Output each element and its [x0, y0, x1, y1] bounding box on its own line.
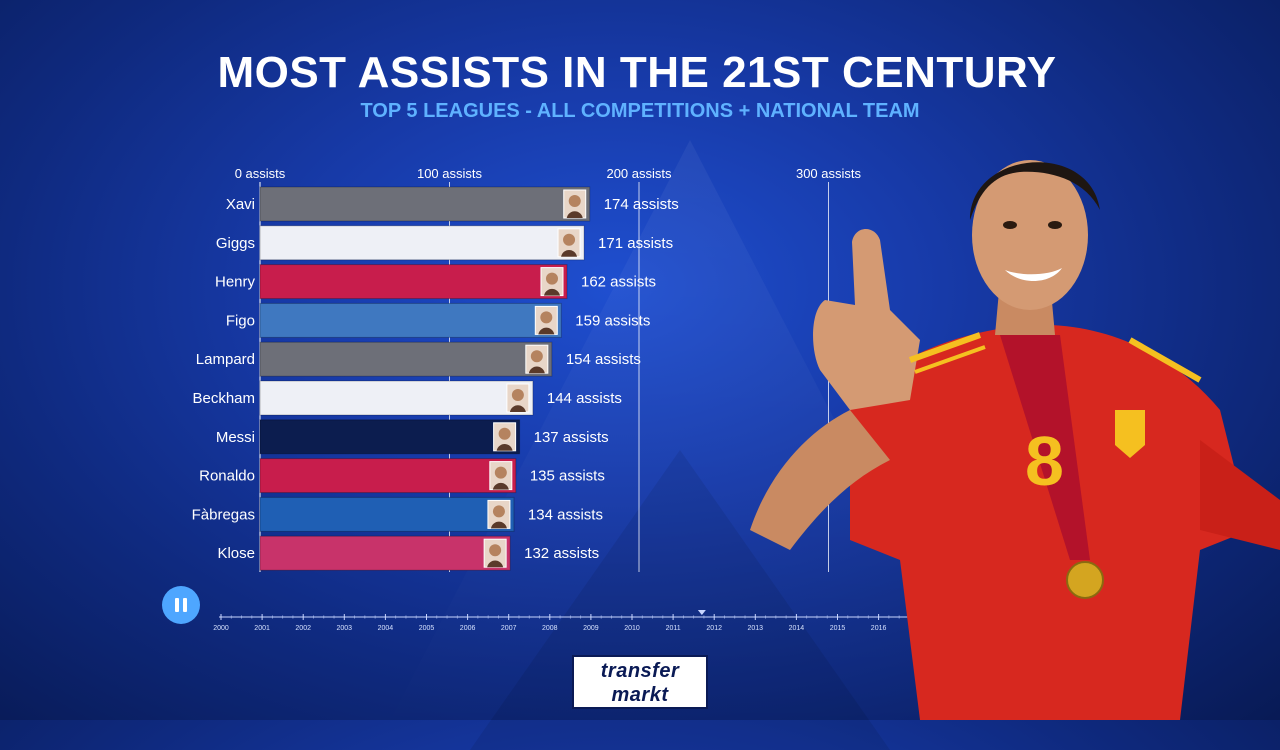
logo-line-2: markt [611, 684, 669, 706]
bar-row: Beckham 144 assists [192, 380, 622, 416]
timeline-year-label: 2015 [830, 625, 846, 632]
timeline-year-label: 2012 [706, 625, 722, 632]
bar-row: Fàbregas 134 assists [192, 496, 603, 532]
bar-name-label: Henry [215, 274, 256, 291]
bar-chart: 0 assists 100 assists 200 assists 300 assis… [192, 166, 931, 632]
timeline-year-label: 2005 [419, 625, 435, 632]
bar-name-label: Ronaldo [199, 468, 255, 485]
timeline-year-label: 2000 [213, 625, 229, 632]
timeline-year-label: 2014 [789, 625, 805, 632]
bar-name-label: Fàbregas [192, 506, 255, 523]
bar-value-label: 134 assists [528, 506, 603, 523]
bar-value-label: 132 assists [524, 545, 599, 562]
avatar-body-icon [566, 211, 583, 218]
avatar-body-icon [490, 521, 507, 529]
bar [259, 496, 515, 532]
bar-row: Xavi 174 assists [226, 186, 679, 222]
axis-tick-label: 300 assists [796, 166, 862, 181]
transfermarkt-logo[interactable]: transfer markt [572, 655, 708, 709]
bar-value-label: 137 assists [534, 429, 609, 446]
avatar-face-icon [568, 195, 581, 207]
timeline-year-label: 2006 [460, 625, 476, 632]
avatar-body-icon [528, 366, 545, 374]
avatar-body-icon [492, 482, 509, 490]
timeline-year-label: 2010 [624, 625, 640, 632]
avatar-body-icon [561, 250, 578, 257]
bar [259, 419, 521, 455]
bar-name-label: Beckham [192, 390, 255, 407]
avatar-face-icon [498, 427, 511, 440]
timeline-year-label: 2016 [871, 625, 887, 632]
chart-title: MOST ASSISTS IN THE 21ST CENTURY [217, 48, 1057, 97]
avatar-body-icon [538, 327, 555, 335]
timeline-year-label: 2001 [254, 625, 270, 632]
bar [259, 380, 534, 416]
bar-value-label: 162 assists [581, 274, 656, 291]
axis-tick-label: 100 assists [417, 166, 483, 181]
bar-value-label: 159 assists [575, 312, 650, 329]
avatar-face-icon [563, 233, 576, 246]
timeline-year-label: 2009 [583, 625, 599, 632]
timeline-year-label: 2002 [295, 625, 311, 632]
bar-name-label: Giggs [216, 235, 255, 252]
bar-name-label: Lampard [196, 351, 255, 368]
bar-row: Henry 162 assists [215, 264, 656, 300]
avatar-body-icon [496, 444, 513, 451]
bar-name-label: Klose [217, 545, 255, 562]
avatar-body-icon [487, 560, 504, 568]
bar [259, 302, 562, 338]
bar-value-label: 171 assists [598, 235, 673, 252]
bar-name-label: Figo [226, 312, 255, 329]
bar [259, 225, 585, 261]
timeline-year-label: 2013 [748, 625, 764, 632]
timeline: 2000 2001 2002 2003 2004 2005 2006 2007 2008 2009… [213, 610, 931, 632]
bar-row: Giggs 171 assists [216, 225, 673, 261]
timeline-year-label: 2007 [501, 625, 517, 632]
axis-tick-label: 200 assists [606, 166, 672, 181]
avatar-face-icon [545, 272, 558, 285]
bar [259, 186, 591, 222]
axis-labels: 0 assists 100 assists 200 assists 300 assis… [235, 166, 862, 181]
pause-icon-bar-left [175, 598, 179, 612]
timeline-year-label: 2003 [337, 625, 353, 632]
timeline-marker-icon[interactable] [697, 610, 706, 615]
bar [259, 535, 511, 571]
pause-button[interactable] [162, 586, 200, 624]
bar [259, 264, 568, 300]
bar-row: Klose 132 assists [217, 535, 599, 571]
bars: Xavi 174 assists Giggs 171 assists Henry 162 … [192, 186, 679, 571]
bar-value-label: 154 assists [566, 351, 641, 368]
bar-name-label: Messi [216, 429, 255, 446]
avatar-face-icon [540, 311, 553, 324]
bar [259, 458, 517, 494]
avatar-face-icon [489, 544, 502, 557]
chart-subtitle: TOP 5 LEAGUES - ALL COMPETITIONS + NATIO… [360, 100, 920, 122]
bar [259, 341, 553, 377]
logo-line-1: transfer [600, 660, 680, 682]
timeline-year-label: 2011 [666, 625, 681, 632]
bar-row: Ronaldo 135 assists [199, 458, 605, 494]
bar-value-label: 144 assists [547, 390, 622, 407]
pause-icon-bar-right [183, 598, 187, 612]
avatar-face-icon [530, 350, 543, 363]
shirt-number: 8 [1025, 422, 1064, 500]
bar-value-label: 135 assists [530, 468, 605, 485]
avatar-face-icon [511, 389, 524, 401]
bar-row: Figo 159 assists [226, 302, 650, 338]
avatar-face-icon [492, 505, 505, 518]
avatar-body-icon [509, 405, 526, 412]
timeline-year-label: 2004 [378, 625, 394, 632]
avatar-body-icon [543, 288, 560, 296]
bar-value-label: 174 assists [604, 196, 679, 213]
timeline-year-label: 2008 [542, 625, 558, 632]
bar-name-label: Xavi [226, 196, 255, 213]
player-photo: 8 [750, 160, 1280, 720]
avatar-face-icon [494, 466, 507, 479]
bar-row: Messi 137 assists [216, 419, 609, 455]
bar-row: Lampard 154 assists [196, 341, 641, 377]
axis-tick-label: 0 assists [235, 166, 286, 181]
